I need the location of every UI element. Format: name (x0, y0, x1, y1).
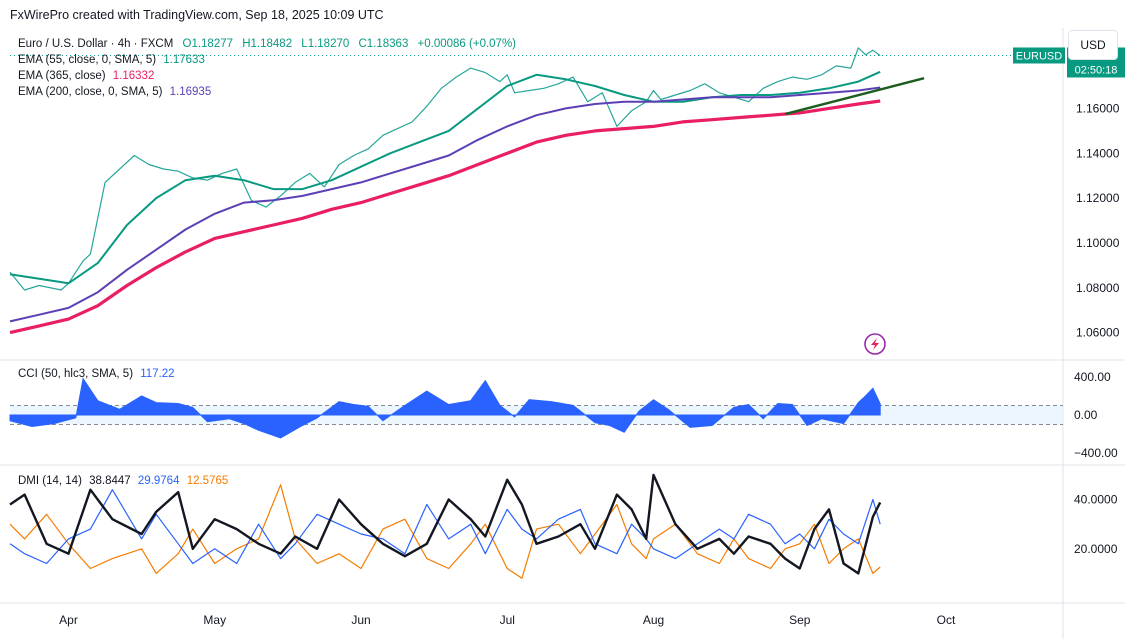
dmi-plus-line (9, 489, 881, 565)
ohlc-close: C1.18363 (358, 38, 409, 50)
time-tick-label: Sep (789, 613, 811, 627)
cci-label: CCI (50, hlc3, SMA, 5) (18, 368, 134, 380)
dmi-tick-label: 20.0000 (1074, 542, 1118, 556)
ohlc-low: L1.18270 (301, 38, 350, 50)
price-tick-label: 1.16000 (1076, 101, 1120, 115)
ohlc-change: +0.00086 (+0.07%) (417, 38, 517, 50)
symbol-tag-bg (1013, 47, 1065, 64)
cci-legend[interactable]: CCI (50, hlc3, SMA, 5) 117.22 (18, 366, 175, 382)
dmi-plus-value: 29.9764 (137, 475, 180, 487)
time-tick-label: Aug (643, 613, 664, 627)
cci-value: 117.22 (140, 368, 175, 380)
dmi-tick-label: 40.0000 (1074, 493, 1118, 507)
currency-selector[interactable]: USD (1068, 30, 1118, 60)
time-tick-label: Jul (500, 613, 515, 627)
cci-histogram (9, 377, 881, 439)
ema200-value: 1.16935 (169, 86, 212, 98)
cci-tick-label: 400.00 (1074, 370, 1111, 384)
lightning-icon[interactable] (864, 333, 886, 355)
dmi-adx-line (9, 473, 882, 575)
ema365-legend[interactable]: EMA (365, close) 1.16332 (18, 68, 516, 84)
time-axis[interactable]: Apr May Jun Jul Aug Sep Oct (59, 613, 956, 627)
ema55-legend[interactable]: EMA (55, close, 0, SMA, 5) 1.17633 (18, 52, 516, 68)
price-tick-label: 1.06000 (1076, 326, 1120, 340)
ema200-label: EMA (200, close, 0, SMA, 5) (18, 86, 163, 98)
ema365-value: 1.16332 (112, 70, 155, 82)
symbol-title: Euro / U.S. Dollar · 4h · FXCM (18, 38, 174, 50)
dmi-minus-line (9, 484, 881, 579)
price-tick-label: 1.14000 (1076, 146, 1120, 160)
dmi-label: DMI (14, 14) (18, 475, 82, 487)
cci-tick-label: −400.00 (1074, 446, 1118, 460)
price-legend: Euro / U.S. Dollar · 4h · FXCM O1.18277 … (18, 36, 516, 100)
price-tick-label: 1.08000 (1076, 281, 1120, 295)
dmi-minus-value: 12.5765 (186, 475, 229, 487)
cci-tick-label: 0.00 (1074, 408, 1098, 422)
time-tick-label: Apr (59, 613, 78, 627)
time-tick-label: May (203, 613, 226, 627)
time-tick-label: Jun (351, 613, 370, 627)
price-tick-label: 1.12000 (1076, 191, 1120, 205)
ema200-legend[interactable]: EMA (200, close, 0, SMA, 5) 1.16935 (18, 84, 516, 100)
symbol-tag: EURUSD (1016, 50, 1063, 62)
ema365-label: EMA (365, close) (18, 70, 106, 82)
price-tag-countdown: 02:50:18 (1075, 64, 1118, 76)
price-tick-label: 1.10000 (1076, 236, 1120, 250)
time-tick-label: Oct (937, 613, 956, 627)
ohlc-open: O1.18277 (182, 38, 234, 50)
price-series-ema-200 (9, 86, 881, 323)
chart-caption: FxWirePro created with TradingView.com, … (10, 8, 384, 22)
dmi-panel[interactable]: 40.0000 20.0000 (9, 473, 1118, 579)
price-series-ema-55 (9, 70, 881, 285)
ohlc-high: H1.18482 (242, 38, 293, 50)
price-series-ema-365 (9, 99, 881, 335)
ema55-label: EMA (55, close, 0, SMA, 5) (18, 54, 157, 66)
cci-panel[interactable]: 400.00 0.00 −400.00 (9, 370, 1118, 460)
dmi-adx-value: 38.8447 (89, 475, 131, 487)
dmi-legend[interactable]: DMI (14, 14) 38.8447 29.9764 12.5765 (18, 473, 228, 489)
ema55-value: 1.17633 (163, 54, 205, 66)
symbol-row[interactable]: Euro / U.S. Dollar · 4h · FXCM O1.18277 … (18, 36, 516, 52)
trendline (784, 76, 925, 116)
